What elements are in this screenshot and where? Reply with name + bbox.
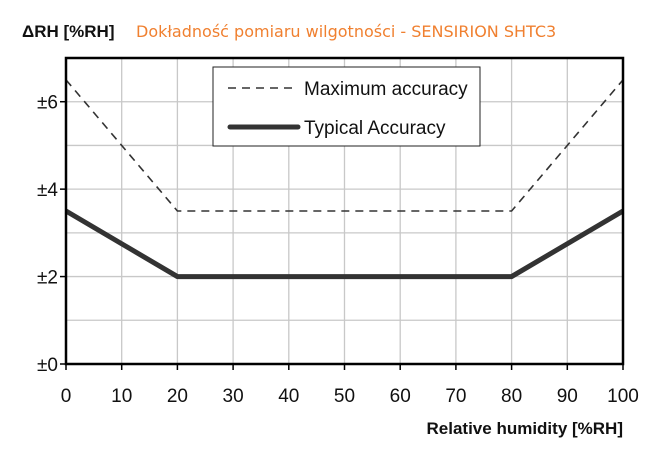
x-tick-label: 70 bbox=[445, 386, 466, 407]
legend-label-typical: Typical Accuracy bbox=[304, 118, 446, 139]
legend-box bbox=[212, 66, 481, 147]
y-tick-label: ±2 bbox=[37, 268, 58, 289]
series-line-typical-accuracy bbox=[64, 208, 625, 280]
legend-label-maximum: Maximum accuracy bbox=[304, 79, 468, 100]
x-tick-label: 60 bbox=[390, 386, 411, 407]
chart-title: Dokładność pomiaru wilgotności - SENSIRI… bbox=[136, 22, 556, 41]
x-tick-label: 10 bbox=[111, 386, 132, 407]
y-tick-label: ±6 bbox=[37, 93, 58, 114]
y-tick-label: ±4 bbox=[37, 180, 58, 201]
x-tick-label: 90 bbox=[557, 386, 578, 407]
x-axis-label: Relative humidity [%RH] bbox=[427, 419, 623, 438]
x-tick-label: 50 bbox=[334, 386, 355, 407]
x-tick-label: 0 bbox=[61, 386, 72, 407]
x-tick-label: 80 bbox=[501, 386, 522, 407]
legend: Maximum accuracy Typical Accuracy bbox=[212, 66, 481, 147]
x-tick-label: 20 bbox=[167, 386, 188, 407]
y-axis-label: ΔRH [%RH] bbox=[22, 22, 115, 41]
x-tick-label: 30 bbox=[223, 386, 244, 407]
y-tick-label: ±0 bbox=[37, 355, 58, 376]
x-tick-label: 100 bbox=[607, 386, 639, 407]
x-tick-label: 40 bbox=[278, 386, 299, 407]
series-line-maximum-accuracy bbox=[65, 79, 624, 212]
